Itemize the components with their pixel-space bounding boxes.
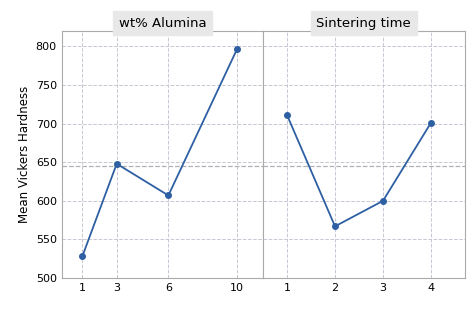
Y-axis label: Mean Vickers Hardness: Mean Vickers Hardness — [18, 86, 31, 223]
Title: wt% Alumina: wt% Alumina — [118, 17, 206, 30]
Title: Sintering time: Sintering time — [317, 17, 411, 30]
